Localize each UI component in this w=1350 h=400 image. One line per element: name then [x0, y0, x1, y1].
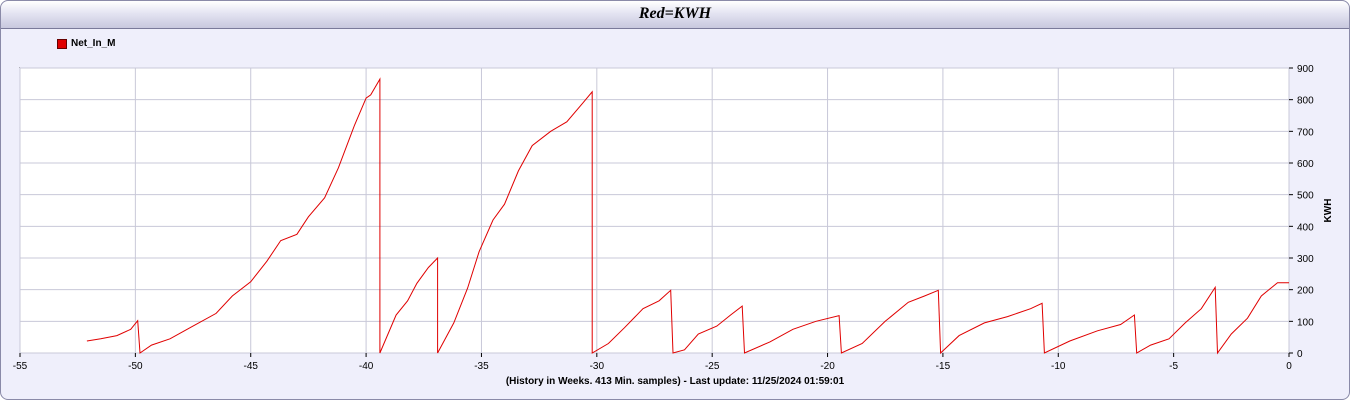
x-tick-label: -40	[359, 361, 374, 372]
x-tick-label: -50	[128, 361, 143, 372]
y-tick-label: 0	[1297, 349, 1303, 360]
y-tick-label: 800	[1297, 96, 1314, 107]
x-tick-label: -25	[705, 361, 720, 372]
series-line-net-in-m	[86, 77, 1289, 355]
x-tick-label: -20	[820, 361, 835, 372]
y-tick-label: 100	[1297, 317, 1314, 328]
x-tick-label: -55	[13, 361, 28, 372]
x-tick-label: -35	[474, 361, 489, 372]
y-tick-label: 600	[1297, 159, 1314, 170]
y-tick-label: 200	[1297, 286, 1314, 297]
y-tick-label: 300	[1297, 254, 1314, 265]
y-tick-label: 900	[1297, 64, 1314, 75]
y-tick-label: 400	[1297, 222, 1314, 233]
y-tick-label: 500	[1297, 191, 1314, 202]
x-tick-label: -5	[1169, 361, 1178, 372]
title-bar: Red=KWH	[1, 1, 1349, 29]
x-tick-label: 0	[1286, 361, 1292, 372]
legend-label: Net_In_M	[71, 38, 116, 49]
y-tick-label: 700	[1297, 127, 1314, 138]
x-axis: -55 -50 -45 -40 -35 -30 -25 -20 -15 -10 -5 0	[13, 353, 1292, 372]
x-axis-caption: (History in Weeks. 413 Min. samples) - L…	[505, 376, 845, 387]
y-axis: 0 100 200 300 400 500 600 700 800 900	[1289, 64, 1314, 360]
y-axis-label: KWH	[1323, 199, 1334, 223]
legend: Net_In_M	[57, 38, 115, 49]
x-tick-label: -30	[590, 361, 605, 372]
x-tick-label: -45	[244, 361, 259, 372]
chart-title: Red=KWH	[638, 5, 712, 22]
legend-swatch	[57, 38, 67, 49]
x-tick-label: -15	[936, 361, 951, 372]
grid-lines	[19, 67, 1290, 354]
plot-background	[19, 67, 1290, 354]
x-tick-label: -10	[1051, 361, 1066, 372]
